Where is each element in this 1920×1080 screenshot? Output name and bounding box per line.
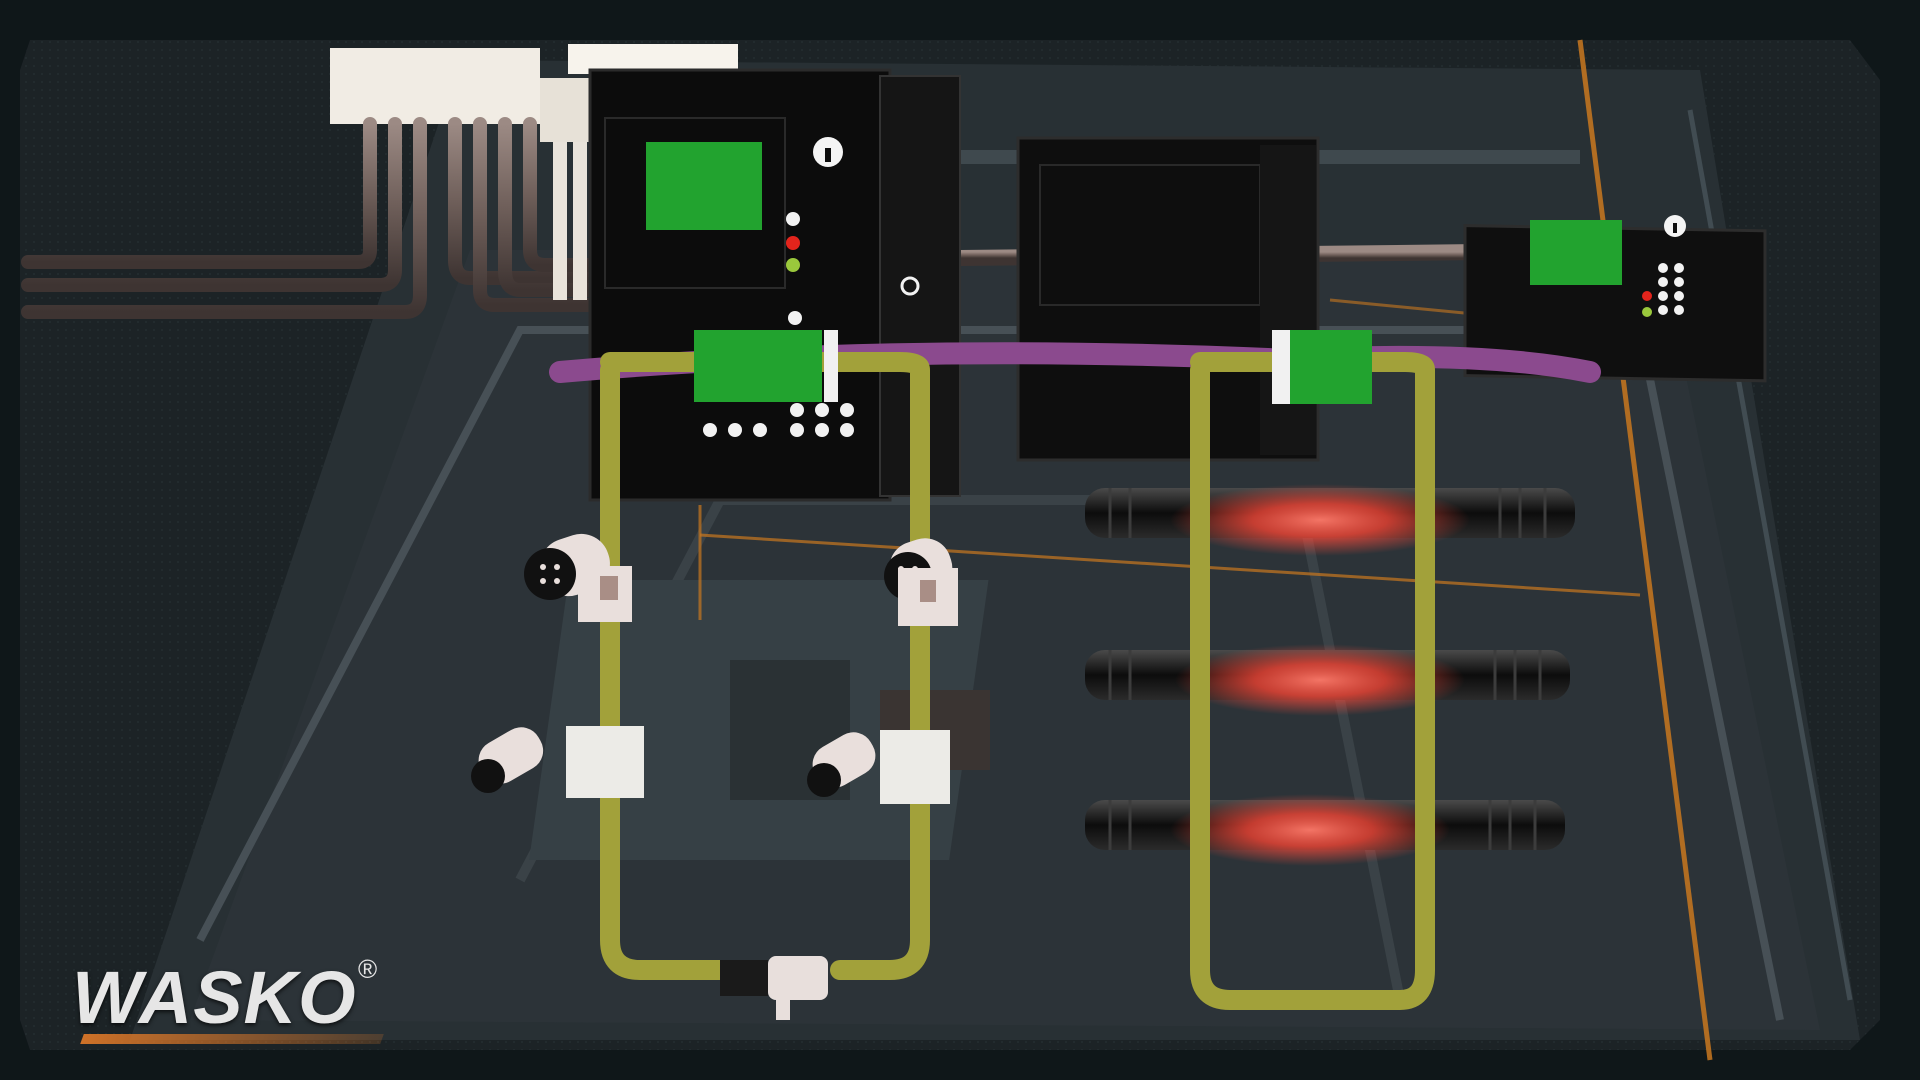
fiber-loops [600, 352, 1435, 1010]
server-cabinet-right [1463, 215, 1767, 383]
splice-box-green [694, 330, 822, 402]
cctv-camera-icon [807, 732, 876, 797]
screen-green-right [1530, 220, 1622, 285]
splice-box-green [1290, 330, 1372, 404]
brand-name: WASKO [72, 956, 357, 1039]
cctv-camera-icon [524, 533, 632, 622]
cctv-camera-icon [471, 727, 544, 793]
screen-green [646, 142, 762, 230]
red-glow [1170, 794, 1450, 866]
junction-box [880, 730, 950, 804]
red-glow [1170, 484, 1470, 556]
bottom-connector [720, 956, 828, 1020]
junction-box [566, 726, 644, 798]
registered-mark: ® [358, 954, 378, 984]
red-glow [1175, 644, 1465, 716]
brand-underline [80, 1034, 384, 1044]
brand-logo: WASKO ® [72, 954, 402, 1048]
server-cabinet-middle [1016, 136, 1320, 462]
server-cabinet-main [588, 68, 961, 502]
cctv-camera-icon [884, 538, 958, 626]
